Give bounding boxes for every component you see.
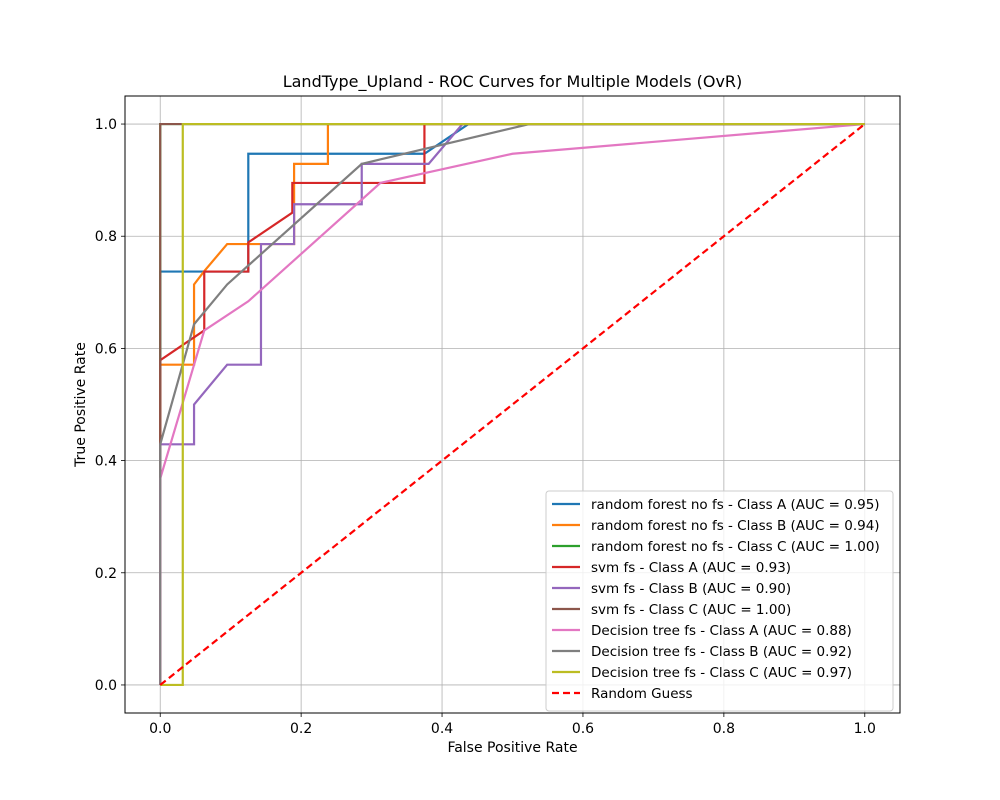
legend-entry-label: Decision tree fs - Class A (AUC = 0.88) (591, 623, 852, 639)
legend-entry-label: random forest no fs - Class C (AUC = 1.0… (591, 539, 880, 555)
y-tick-label: 0.6 (95, 341, 117, 357)
plot-area-frame (124, 95, 901, 714)
y-axis-label: True Positive Rate (73, 342, 89, 468)
y-tick-label: 0.0 (95, 678, 117, 694)
series-line-2 (159, 122, 865, 685)
x-tick-label: 0.4 (431, 721, 453, 737)
series-group (159, 122, 866, 687)
series-line-9 (160, 122, 865, 687)
legend-box (545, 490, 894, 712)
y-tick-label: 0.2 (95, 566, 117, 582)
y-tick-label: 0.8 (95, 229, 117, 245)
legend-entry-label: svm fs - Class B (AUC = 0.90) (591, 581, 791, 597)
x-tick-label: 1.0 (854, 721, 876, 737)
grid-lines (125, 96, 900, 713)
series-line-5 (159, 122, 865, 685)
legend: random forest no fs - Class A (AUC = 0.9… (545, 490, 894, 712)
legend-entry-label: svm fs - Class C (AUC = 1.00) (591, 602, 791, 618)
legend-entry-label: random forest no fs - Class A (AUC = 0.9… (591, 497, 880, 513)
legend-entry-label: Decision tree fs - Class B (AUC = 0.92) (591, 644, 852, 660)
legend-entry-label: random forest no fs - Class B (AUC = 0.9… (591, 518, 880, 534)
chart-title: LandType_Upland - ROC Curves for Multipl… (283, 72, 743, 92)
legend-entry-label: Random Guess (591, 686, 693, 702)
x-axis-label: False Positive Rate (447, 740, 577, 756)
x-tick-label: 0.2 (290, 721, 312, 737)
series-line-10 (159, 123, 866, 686)
y-tick-label: 0.4 (95, 454, 117, 470)
x-tick-label: 0.6 (572, 721, 594, 737)
x-tick-label: 0.0 (149, 721, 171, 737)
legend-entry-label: svm fs - Class A (AUC = 0.93) (591, 560, 791, 576)
y-tick-label: 1.0 (95, 117, 117, 133)
x-tick-label: 0.8 (713, 721, 735, 737)
legend-entry-label: Decision tree fs - Class C (AUC = 0.97) (591, 665, 852, 681)
axis-ticks: 0.0 0.2 0.4 0.6 0.8 1.0 0.0 0.2 0.4 0.6 0.8 1.0 (95, 117, 876, 737)
